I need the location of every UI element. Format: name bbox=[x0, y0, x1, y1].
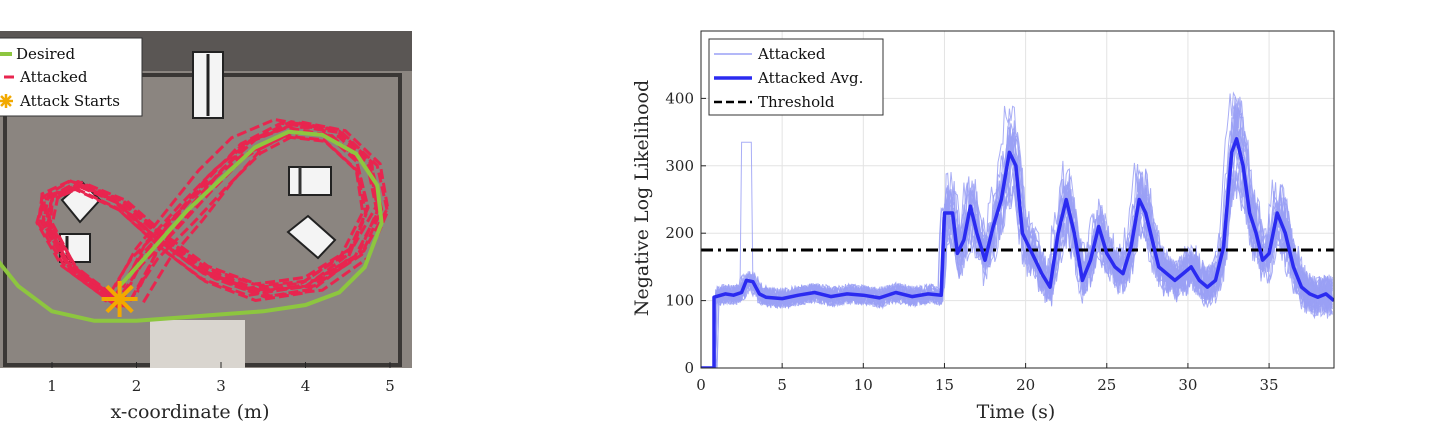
attack-starts-marker bbox=[101, 281, 138, 317]
right-y-tick-label: 300 bbox=[665, 157, 694, 175]
attacked-avg-line bbox=[701, 137, 1334, 368]
right-y-tick-label: 400 bbox=[665, 89, 694, 107]
right-y-tick-label: 200 bbox=[665, 224, 694, 242]
legend-attacked-label: Attacked bbox=[19, 68, 88, 86]
floor-panel bbox=[150, 320, 245, 368]
left-x-tick-label: 4 bbox=[301, 377, 311, 395]
attacked-trial-line bbox=[701, 161, 1333, 368]
asterisk-arm bbox=[0, 95, 12, 107]
desired-trajectory bbox=[0, 129, 384, 323]
right-x-tick-label: 15 bbox=[935, 376, 954, 394]
right-x-axis-label: Time (s) bbox=[977, 401, 1056, 423]
left-x-ticks: 1 2 3 4 5 bbox=[47, 362, 395, 395]
floor-photo bbox=[0, 31, 412, 368]
legend-desired-label: Desired bbox=[16, 45, 75, 63]
attacked-trajectory bbox=[50, 120, 390, 304]
box-5 bbox=[286, 214, 337, 260]
attacked-trial-line bbox=[701, 121, 1333, 368]
right-x-tick-label: 30 bbox=[1178, 376, 1197, 394]
attacked-trajectory bbox=[48, 125, 390, 310]
attacked-trajectory bbox=[41, 117, 370, 307]
right-x-tick-label: 10 bbox=[854, 376, 873, 394]
left-x-tick-label: 1 bbox=[47, 377, 57, 395]
left-x-tick-label: 2 bbox=[132, 377, 142, 395]
trajectory-plot: 1 2 3 4 5 x-coordinate (m) Desired Attacked … bbox=[0, 31, 412, 423]
asterisk-arm bbox=[105, 284, 134, 314]
legend-attack-starts-label: Attack Starts bbox=[19, 92, 120, 110]
box-2 bbox=[288, 166, 332, 196]
right-x-tick-label: 0 bbox=[696, 376, 706, 394]
legend-trial-label: Attacked bbox=[757, 45, 826, 63]
left-x-axis-label: x-coordinate (m) bbox=[111, 401, 270, 423]
right-y-axis-label: Negative Log Likelihood bbox=[631, 80, 653, 316]
right-x-tick-label: 20 bbox=[1016, 376, 1035, 394]
legend-attack-starts-swatch bbox=[0, 94, 13, 108]
legend-avg-label: Attacked Avg. bbox=[757, 69, 863, 87]
right-x-ticks: 0 5 10 15 20 25 30 35 bbox=[696, 363, 1279, 394]
right-x-tick-label: 35 bbox=[1260, 376, 1279, 394]
right-y-ticks: 0 100 200 300 400 bbox=[665, 89, 706, 377]
right-x-tick-label: 25 bbox=[1097, 376, 1116, 394]
legend-threshold-label: Threshold bbox=[758, 93, 835, 111]
left-x-tick-label: 3 bbox=[216, 377, 226, 395]
right-y-tick-label: 0 bbox=[684, 359, 694, 377]
right-x-tick-label: 5 bbox=[777, 376, 787, 394]
box-1 bbox=[192, 51, 224, 119]
right-y-tick-label: 100 bbox=[665, 292, 694, 310]
left-legend: Desired Attacked Attack Starts bbox=[0, 37, 143, 117]
nll-plot: 0 5 10 15 20 25 30 35 0 100 200 300 400 Time (s) Ne… bbox=[631, 30, 1335, 423]
left-legend-box bbox=[0, 37, 143, 117]
left-x-tick-label: 5 bbox=[385, 377, 395, 395]
right-legend: Attacked Attacked Avg. Threshold bbox=[708, 38, 884, 116]
plot-frame bbox=[700, 30, 1335, 369]
